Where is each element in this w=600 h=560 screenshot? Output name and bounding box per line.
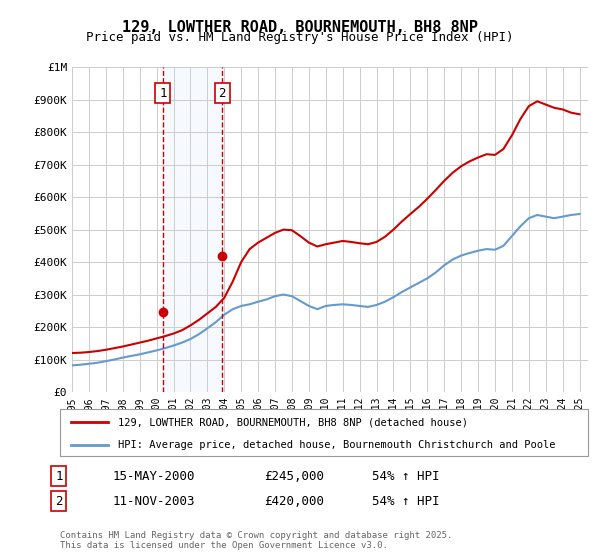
FancyBboxPatch shape [60, 409, 588, 456]
Text: 129, LOWTHER ROAD, BOURNEMOUTH, BH8 8NP (detached house): 129, LOWTHER ROAD, BOURNEMOUTH, BH8 8NP … [118, 417, 468, 427]
Text: 54% ↑ HPI: 54% ↑ HPI [372, 494, 439, 508]
Text: 1: 1 [159, 87, 167, 100]
Text: 1: 1 [55, 469, 62, 483]
Text: 54% ↑ HPI: 54% ↑ HPI [372, 469, 439, 483]
Bar [163, 67, 222, 392]
Text: 15-MAY-2000: 15-MAY-2000 [113, 469, 196, 483]
Text: 2: 2 [218, 87, 226, 100]
Text: HPI: Average price, detached house, Bournemouth Christchurch and Poole: HPI: Average price, detached house, Bour… [118, 440, 556, 450]
Text: 2: 2 [55, 494, 62, 508]
Text: 11-NOV-2003: 11-NOV-2003 [113, 494, 196, 508]
Text: £420,000: £420,000 [264, 494, 324, 508]
Text: 129, LOWTHER ROAD, BOURNEMOUTH, BH8 8NP: 129, LOWTHER ROAD, BOURNEMOUTH, BH8 8NP [122, 20, 478, 35]
Text: £245,000: £245,000 [264, 469, 324, 483]
Text: Contains HM Land Registry data © Crown copyright and database right 2025.
This d: Contains HM Land Registry data © Crown c… [60, 530, 452, 550]
Text: Price paid vs. HM Land Registry's House Price Index (HPI): Price paid vs. HM Land Registry's House … [86, 31, 514, 44]
